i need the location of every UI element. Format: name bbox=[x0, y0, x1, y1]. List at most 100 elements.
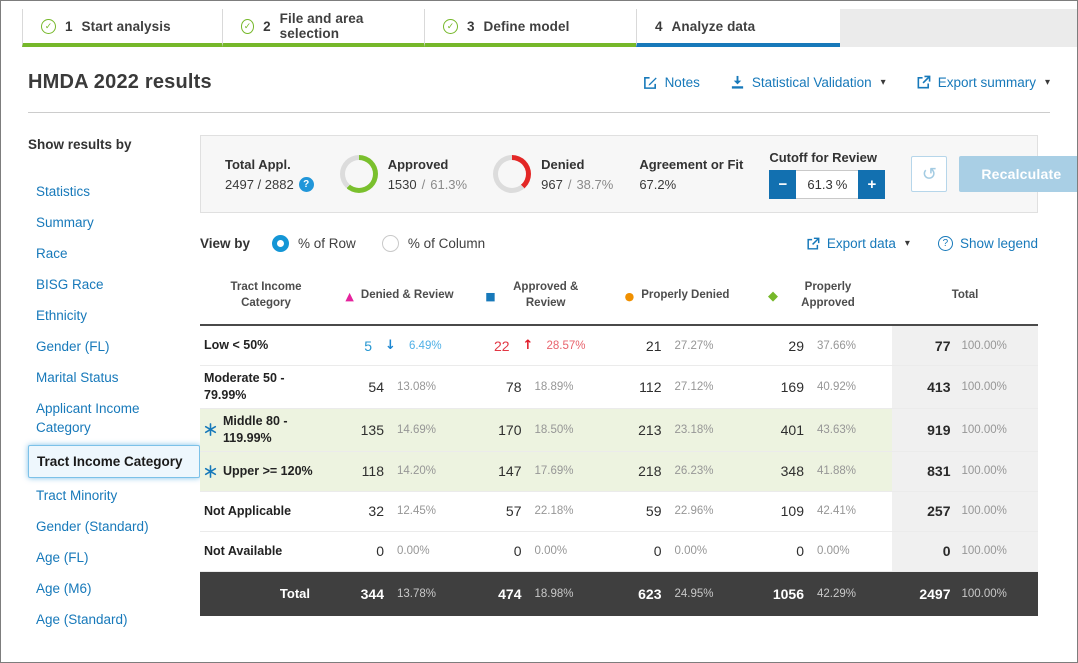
diamond-marker-icon: ◆ bbox=[768, 288, 778, 304]
sidebar-item-marital-status[interactable]: Marital Status bbox=[36, 370, 119, 385]
sidebar-item-race[interactable]: Race bbox=[36, 246, 68, 261]
stat-denied: Denied 967 / 38.7% bbox=[493, 155, 613, 193]
sidebar-item-tract-income-category[interactable]: Tract Income Category bbox=[28, 445, 200, 478]
approved-pct: 61.3% bbox=[430, 176, 468, 192]
sidebar-item-bisg-race[interactable]: BISG Race bbox=[36, 277, 104, 292]
tab-spacer bbox=[1, 9, 22, 47]
cutoff-for-review: Cutoff for Review − 61.3 % + bbox=[769, 150, 886, 199]
sidebar-item-applicant-income-category[interactable]: Applicant Income Category bbox=[36, 401, 140, 435]
radio-percent-of-column[interactable]: % of Column bbox=[381, 235, 485, 252]
cutoff-decrease-button[interactable]: − bbox=[769, 169, 797, 199]
circle-marker-icon: ● bbox=[624, 289, 635, 303]
stat-agreement-fit: Agreement or Fit 67.2% bbox=[639, 156, 744, 192]
sidebar-item-tract-minority[interactable]: Tract Minority bbox=[36, 488, 118, 503]
check-circle-icon: ✓ bbox=[241, 18, 255, 34]
cutoff-increase-button[interactable]: + bbox=[858, 169, 886, 199]
sidebar-item-gender-standard[interactable]: Gender (Standard) bbox=[36, 519, 149, 534]
header-actions: Notes Statistical Validation ▾ Export su… bbox=[643, 75, 1050, 90]
tab-number: 2 bbox=[263, 18, 271, 34]
denied-pct: 38.7% bbox=[576, 176, 614, 192]
column-header-properly-denied: ● Properly Denied bbox=[624, 289, 730, 303]
column-header-total: Total bbox=[951, 289, 979, 302]
download-icon bbox=[731, 75, 743, 89]
sidebar-item-summary[interactable]: Summary bbox=[36, 215, 94, 230]
recalculate-button[interactable]: Recalculate bbox=[959, 156, 1077, 192]
view-by-label: View by bbox=[200, 236, 251, 251]
check-circle-icon: ✓ bbox=[443, 18, 458, 34]
chevron-down-icon: ▾ bbox=[880, 77, 886, 88]
question-circle-icon: ? bbox=[937, 236, 953, 251]
tab-label: File and area selection bbox=[279, 11, 364, 41]
tab-file-area-selection[interactable]: ✓ 2 File and area selection bbox=[222, 9, 424, 47]
trend-down-icon: ↓ bbox=[385, 338, 396, 353]
agreement-value: 67.2% bbox=[639, 176, 677, 192]
sidebar-item-age-fl[interactable]: Age (FL) bbox=[36, 550, 89, 565]
sidebar-item-statistics[interactable]: Statistics bbox=[36, 184, 91, 199]
table-row-low: Low < 50% 5 ↓ 6.49% 22 ↑ 28.57% 21 27.27%… bbox=[200, 326, 1038, 366]
summary-stats-panel: Total Appl. 2497 / 2882 ? Approved 1530 … bbox=[200, 135, 1077, 213]
reset-cutoff-button[interactable]: ↺ bbox=[911, 156, 948, 192]
column-header-category: Tract Income Category bbox=[230, 281, 302, 309]
page-title: HMDA 2022 results bbox=[28, 71, 212, 93]
sidebar-item-ethnicity[interactable]: Ethnicity bbox=[36, 308, 88, 323]
tab-label: Define model bbox=[483, 18, 570, 34]
table-header-row: Tract Income Category ▲ Denied & Review … bbox=[200, 268, 1038, 326]
approved-count: 1530 bbox=[387, 176, 417, 192]
total-applications-value: 2497 / 2882 bbox=[225, 176, 294, 192]
tab-number: 4 bbox=[655, 18, 663, 34]
sidebar-item-gender-fl[interactable]: Gender (FL) bbox=[36, 339, 110, 354]
tabstrip-filler bbox=[840, 9, 1077, 47]
tab-number: 3 bbox=[467, 18, 475, 34]
cutoff-value-field[interactable]: 61.3 % bbox=[796, 169, 859, 199]
significance-flag-icon bbox=[204, 464, 217, 478]
denied-donut-chart bbox=[493, 155, 532, 193]
table-row-not-available: Not Available 0 0.00% 0 0.00% 0 0.00% 0 0.00… bbox=[200, 531, 1038, 572]
table-total-row: Total 344 13.78% 474 18.98% 623 24.95% 1056… bbox=[200, 571, 1038, 616]
table-row-upper: Upper >= 120% 118 14.20% 147 17.69% 218 26.… bbox=[200, 451, 1038, 492]
cutoff-stepper: − 61.3 % + bbox=[769, 169, 886, 199]
column-header-denied-review: ▲ Denied & Review bbox=[345, 289, 454, 303]
page-header: HMDA 2022 results Notes Statistical Vali… bbox=[28, 47, 1050, 113]
stat-approved: Approved 1530 / 61.3% bbox=[339, 155, 468, 193]
sidebar-title: Show results by bbox=[28, 137, 132, 152]
tab-label: Start analysis bbox=[81, 18, 171, 34]
results-sidebar: Show results by Statistics Summary Race … bbox=[28, 113, 200, 635]
results-table: Tract Income Category ▲ Denied & Review … bbox=[200, 268, 1038, 616]
column-header-approved-review: ■ Approved & Review bbox=[485, 281, 579, 309]
external-link-icon bbox=[917, 75, 931, 89]
tab-start-analysis[interactable]: ✓ 1 Start analysis bbox=[22, 9, 222, 47]
column-header-properly-approved: ◆ Properly Approved bbox=[768, 281, 855, 309]
stat-total-applications: Total Appl. 2497 / 2882 ? bbox=[225, 157, 314, 192]
export-data-dropdown[interactable]: Export data ▾ bbox=[806, 236, 910, 251]
show-legend-link[interactable]: ? Show legend bbox=[937, 236, 1038, 251]
view-by-bar: View by % of Row % of Column Export data… bbox=[200, 235, 1038, 252]
export-summary-dropdown[interactable]: Export summary ▾ bbox=[916, 75, 1050, 90]
tab-number: 1 bbox=[65, 18, 73, 34]
notes-link[interactable]: Notes bbox=[643, 75, 700, 90]
radio-selected-icon bbox=[272, 235, 290, 252]
denied-count: 967 bbox=[541, 176, 563, 192]
table-row-middle: Middle 80 - 119.99% 135 14.69% 170 18.50% … bbox=[200, 408, 1038, 452]
chevron-down-icon: ▾ bbox=[904, 238, 910, 249]
edit-icon bbox=[643, 77, 657, 89]
help-icon[interactable]: ? bbox=[298, 176, 314, 192]
significance-flag-icon bbox=[204, 423, 217, 436]
sidebar-item-age-standard[interactable]: Age (Standard) bbox=[36, 612, 128, 627]
trend-up-icon: ↑ bbox=[522, 338, 534, 353]
wizard-tabs: ✓ 1 Start analysis ✓ 2 File and area sel… bbox=[1, 1, 1077, 47]
tab-define-model[interactable]: ✓ 3 Define model bbox=[424, 9, 636, 47]
square-marker-icon: ■ bbox=[485, 289, 496, 303]
external-link-icon bbox=[807, 237, 820, 250]
radio-percent-of-row[interactable]: % of Row bbox=[272, 235, 356, 252]
check-circle-icon: ✓ bbox=[41, 18, 56, 34]
tab-analyze-data[interactable]: 4 Analyze data bbox=[636, 9, 840, 47]
approved-donut-chart bbox=[339, 155, 378, 193]
table-row-moderate: Moderate 50 - 79.99% 54 13.08% 78 18.89% 1… bbox=[200, 366, 1038, 409]
table-row-not-applicable: Not Applicable 32 12.45% 57 22.18% 59 22.96… bbox=[200, 491, 1038, 532]
triangle-marker-icon: ▲ bbox=[345, 289, 354, 303]
results-main: Total Appl. 2497 / 2882 ? Approved 1530 … bbox=[200, 113, 1077, 635]
statistical-validation-dropdown[interactable]: Statistical Validation ▾ bbox=[730, 75, 886, 90]
tab-label: Analyze data bbox=[671, 18, 756, 34]
sidebar-item-age-m6[interactable]: Age (M6) bbox=[36, 581, 92, 596]
